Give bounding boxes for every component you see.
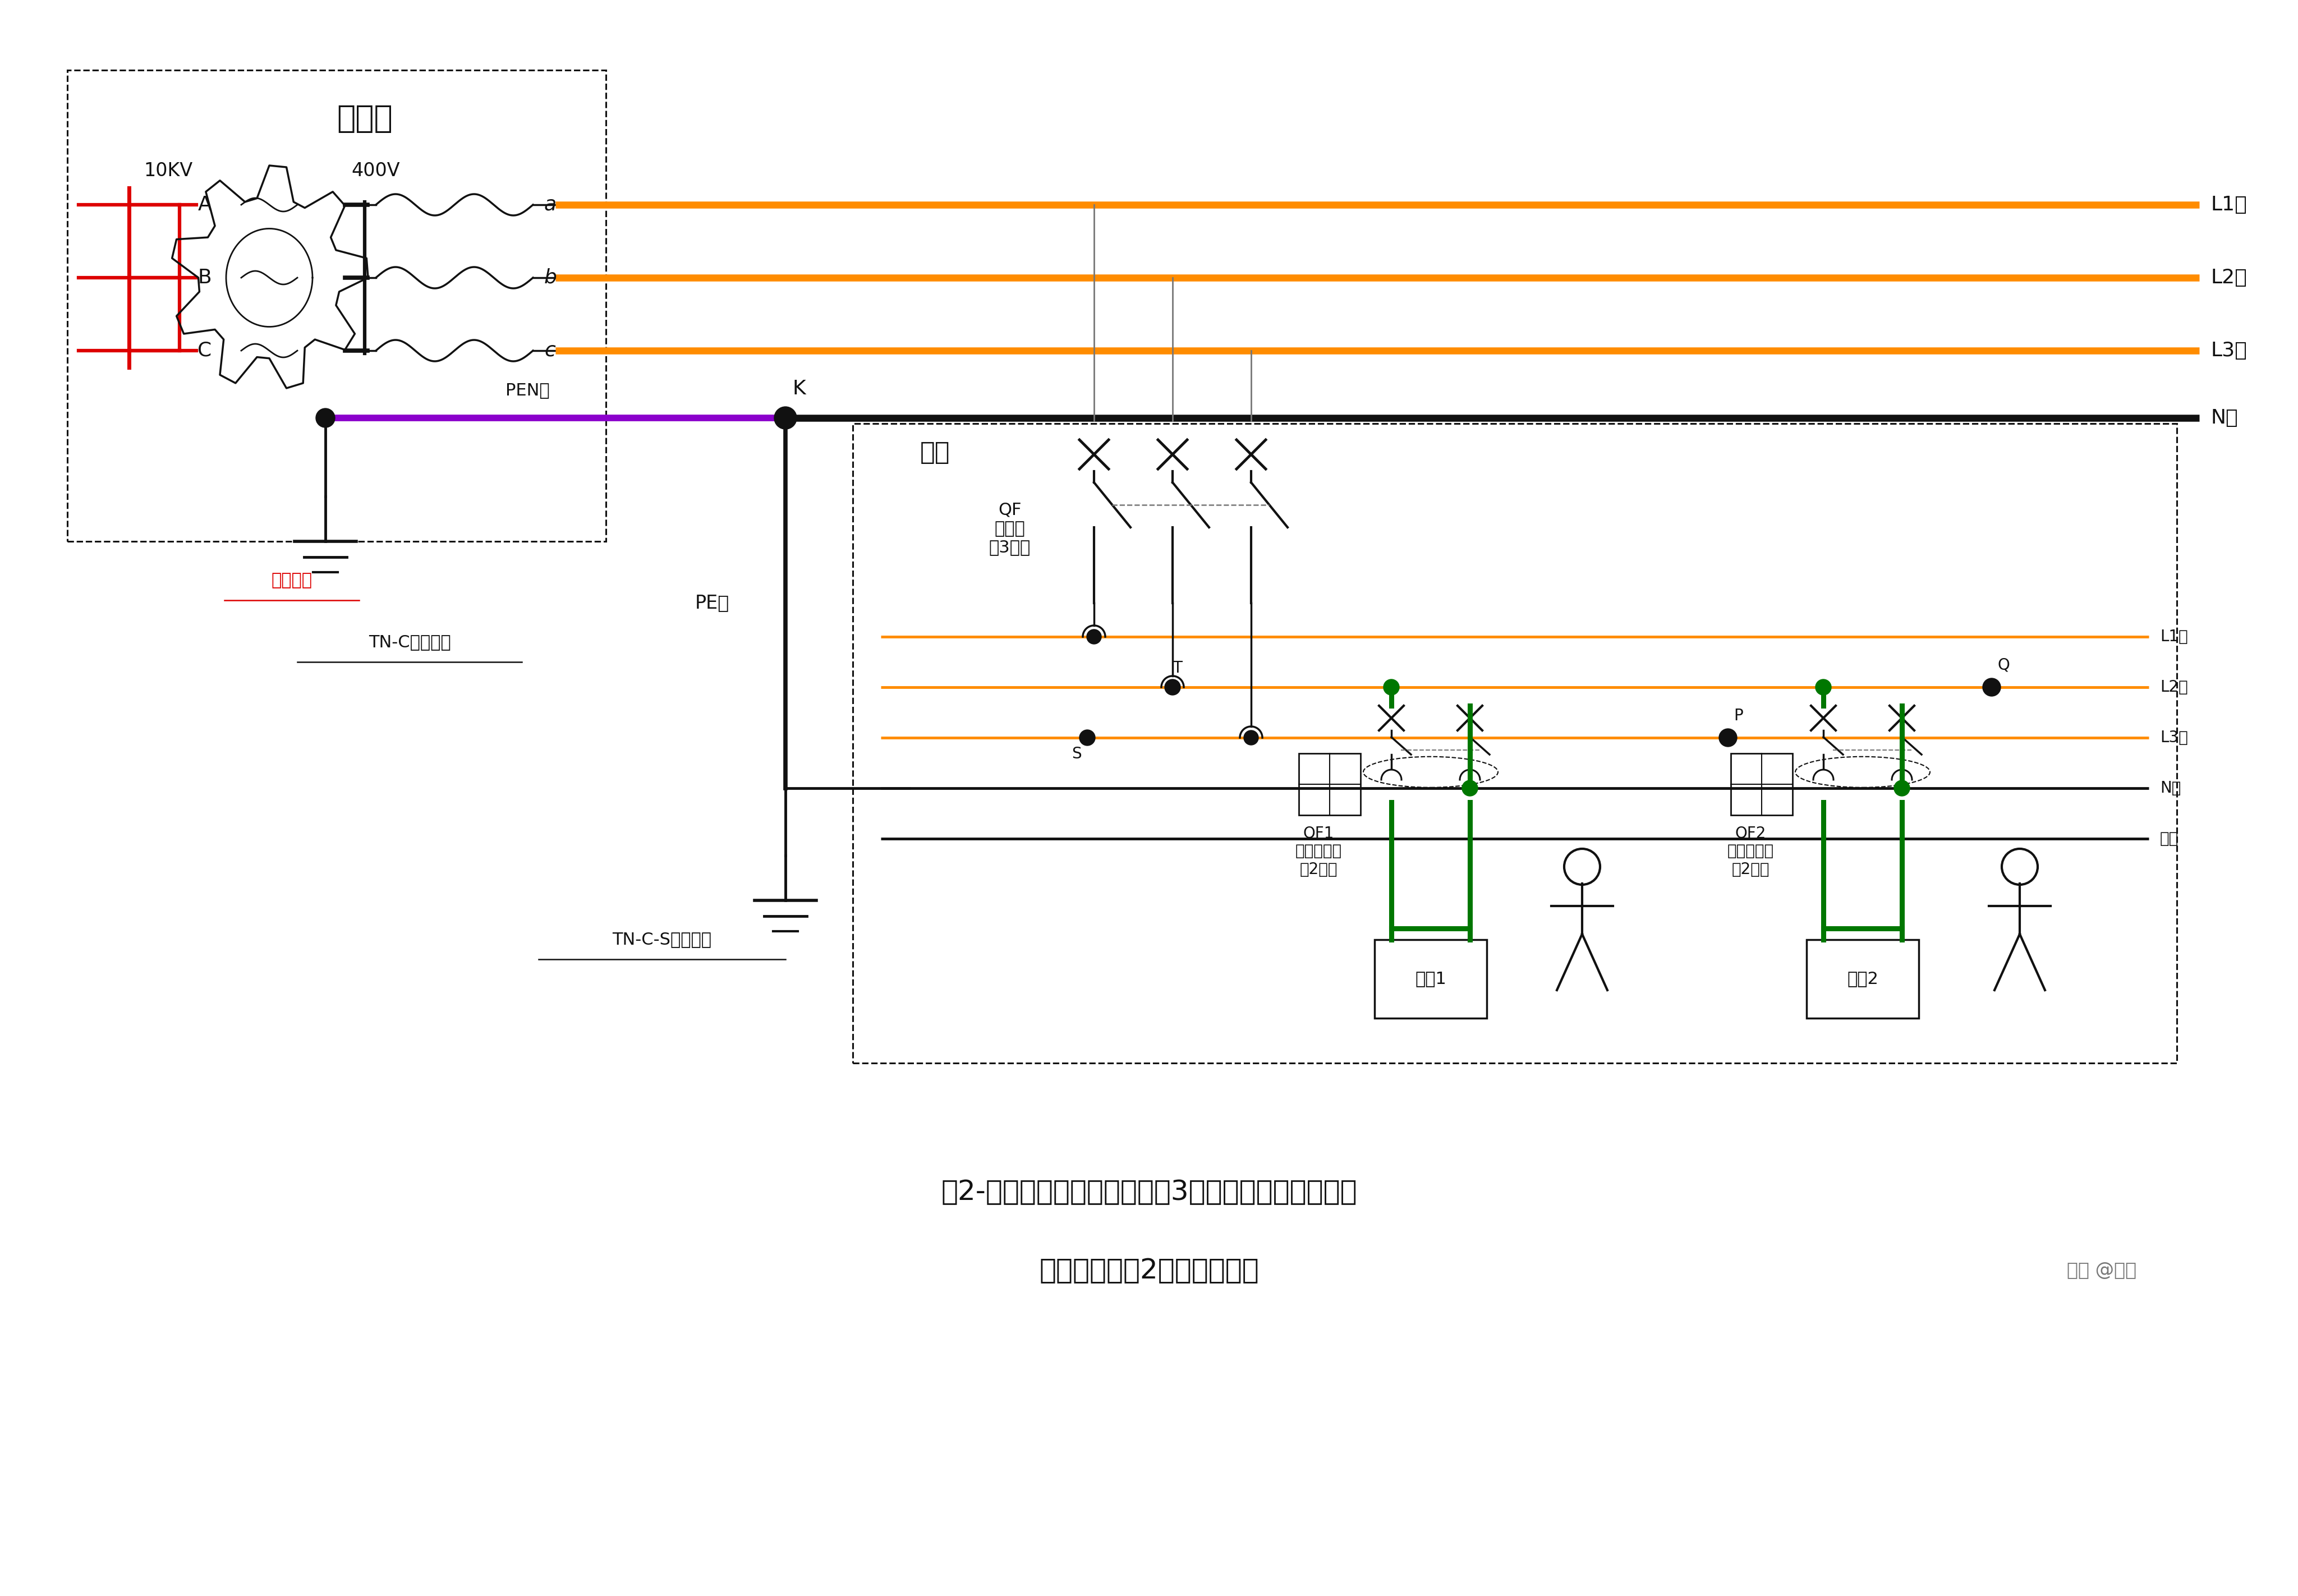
Circle shape: [1983, 678, 2002, 696]
Circle shape: [1165, 680, 1181, 696]
Text: Q: Q: [1997, 658, 2008, 674]
Text: L3线: L3线: [2160, 729, 2188, 745]
Text: QF2
漏保断路器
（2极）: QF2 漏保断路器 （2极）: [1728, 825, 1774, 878]
Text: A: A: [198, 195, 211, 214]
Bar: [1730, 753, 1792, 816]
Text: N线: N线: [2160, 780, 2181, 796]
Text: L2线: L2线: [2211, 268, 2247, 287]
Text: K: K: [793, 380, 807, 399]
Text: QF
断路器
（3极）: QF 断路器 （3极）: [988, 501, 1032, 555]
Text: 系统接地: 系统接地: [271, 573, 313, 589]
Text: 变电室: 变电室: [338, 104, 393, 134]
Text: L1线: L1线: [2160, 629, 2188, 645]
Circle shape: [1815, 680, 1832, 696]
Circle shape: [774, 407, 797, 429]
Text: 单相支路增加2极漏保断路器: 单相支路增加2极漏保断路器: [1039, 1258, 1259, 1285]
Text: C: C: [198, 342, 211, 361]
Circle shape: [1462, 780, 1478, 796]
Circle shape: [1243, 731, 1259, 745]
Circle shape: [1719, 729, 1737, 747]
Text: B: B: [198, 268, 211, 287]
Text: TN-C-S接地系统: TN-C-S接地系统: [611, 932, 712, 948]
Circle shape: [1165, 680, 1179, 694]
Text: 图2-建议方案：总断路器采用3极断路器（无漏保），: 图2-建议方案：总断路器采用3极断路器（无漏保），: [940, 1178, 1358, 1205]
Bar: [1806, 940, 1919, 1018]
Text: 400V: 400V: [352, 161, 400, 180]
Text: L1线: L1线: [2211, 195, 2247, 214]
Text: S: S: [1071, 745, 1082, 761]
Text: L2线: L2线: [2160, 680, 2188, 696]
Circle shape: [1894, 780, 1910, 796]
Bar: [853, 423, 2176, 1063]
Text: 10KV: 10KV: [145, 161, 193, 180]
Text: T: T: [1172, 661, 1181, 677]
Circle shape: [1080, 729, 1096, 745]
Circle shape: [1383, 680, 1399, 696]
Bar: [67, 70, 607, 541]
Text: a: a: [545, 195, 556, 214]
Text: 地线: 地线: [2160, 832, 2179, 846]
Circle shape: [1087, 629, 1101, 645]
Text: b: b: [545, 268, 556, 287]
Text: TN-C接地系统: TN-C接地系统: [368, 634, 450, 651]
Text: PEN线: PEN线: [506, 381, 549, 399]
Text: c: c: [545, 342, 556, 361]
Text: P: P: [1733, 709, 1742, 723]
Text: N线: N线: [2211, 409, 2238, 428]
Text: L3线: L3线: [2211, 342, 2247, 361]
Text: PE线: PE线: [694, 594, 728, 613]
Circle shape: [315, 409, 336, 428]
Text: 设备1: 设备1: [1416, 970, 1445, 986]
Bar: [1298, 753, 1360, 816]
Text: 户内: 户内: [919, 440, 949, 464]
Bar: [1374, 940, 1487, 1018]
Text: 知乎 @老弟: 知乎 @老弟: [2066, 1261, 2137, 1280]
Text: QF1
漏保断路器
（2极）: QF1 漏保断路器 （2极）: [1296, 825, 1342, 878]
Text: 设备2: 设备2: [1848, 970, 1877, 986]
